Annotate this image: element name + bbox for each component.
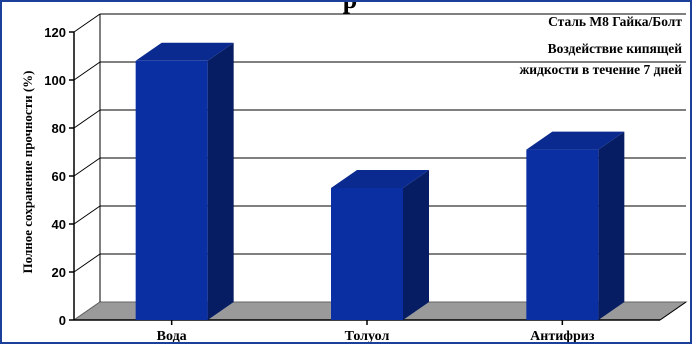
chart-title-fragment: р [343,2,357,14]
x-tick-label: Толуол [345,329,390,342]
x-tick-label: Антифриз [530,329,595,342]
y-axis-label: Полное сохранение прочности (%) [20,71,35,274]
bar-top-face [331,170,429,188]
x-tick-label: Вода [157,329,187,342]
gridline-depth [73,205,101,225]
bar-front-face [135,60,208,321]
y-tick-label: 40 [52,217,66,232]
y-tick-label: 0 [59,313,66,328]
bar-side-face [598,131,625,320]
y-tick-label: 80 [52,121,66,136]
bar-side-face [207,42,234,321]
annotations: Сталь М8 Гайка/Болт Воздействие кипящей жи… [519,14,682,77]
y-tick-label: 100 [44,73,66,88]
gridline-depth [73,157,101,177]
bars [135,42,625,321]
y-tick-label: 60 [52,169,66,184]
bar-1 [135,42,234,321]
bar-3 [526,131,625,320]
bar-front-face [331,188,403,320]
gridline-depth [73,253,101,273]
y-tick-label: 120 [44,25,66,40]
annotation-line: Сталь М8 Гайка/Болт [548,14,682,29]
annotation-line: жидкости в течение 7 дней [519,62,682,77]
y-tick-labels: 0 20 40 60 80 100 120 [44,25,66,328]
gridline-depth [73,13,101,33]
bar-top-face [135,42,234,61]
annotation-line: Воздействие кипящей [548,41,683,56]
bar-front-face [526,149,599,320]
bar-side-face [403,170,429,320]
bar-2 [331,170,429,320]
x-tick-labels: Вода Толуол Антифриз [157,329,595,342]
gridline-depth [73,109,101,129]
y-tick-label: 20 [52,265,66,280]
floor-edge [659,301,687,321]
bar-top-face [526,131,625,150]
gridline-depth [73,61,101,81]
